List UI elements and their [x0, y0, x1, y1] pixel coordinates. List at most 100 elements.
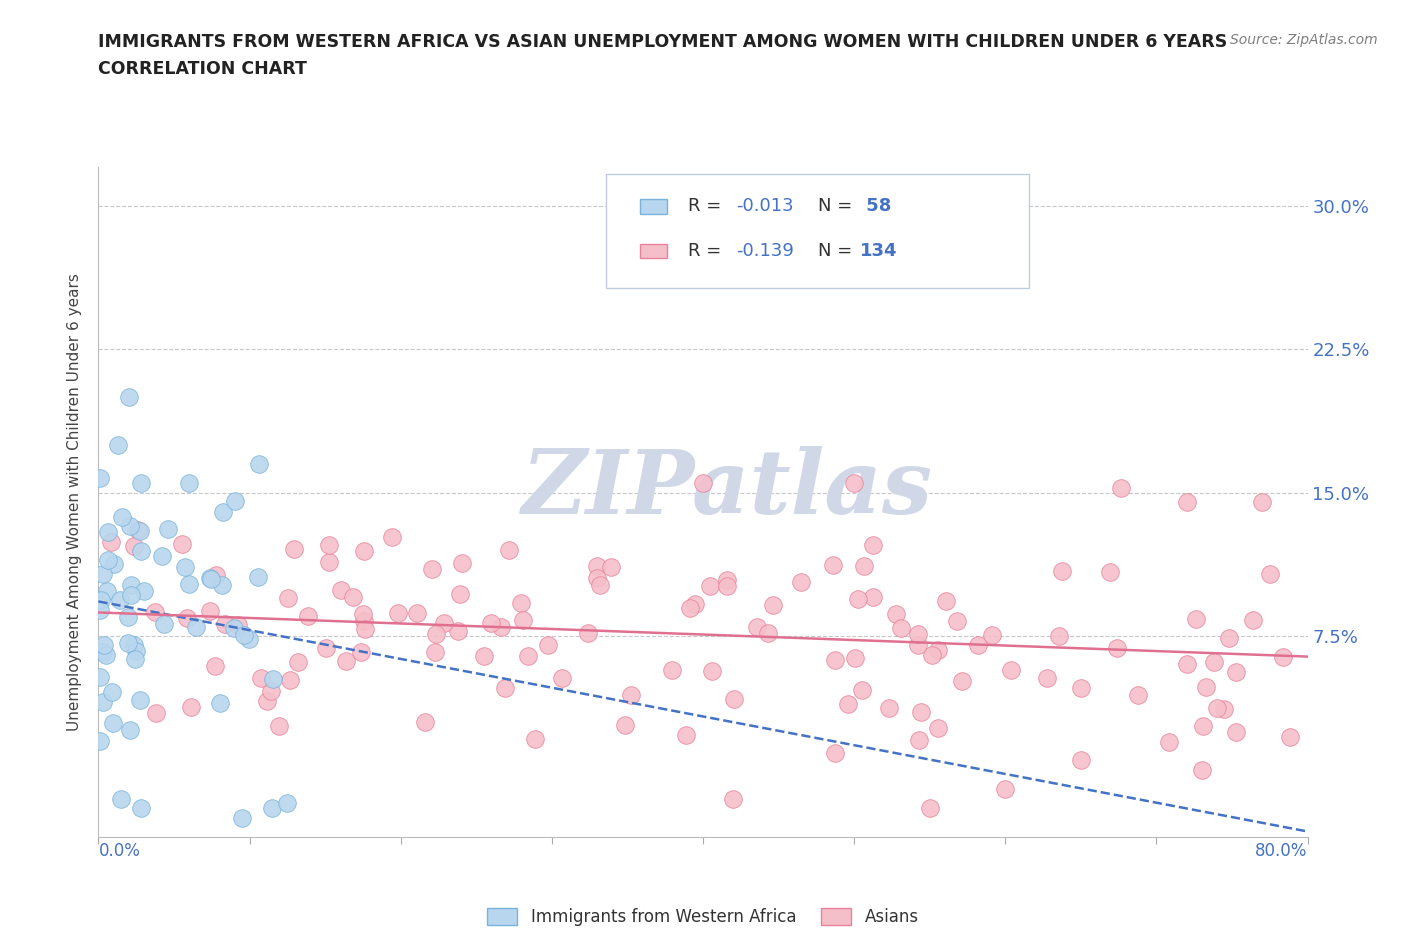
Point	[907, 627, 929, 642]
Point	[353, 614, 375, 629]
Y-axis label: Unemployment Among Women with Children Under 6 years: Unemployment Among Women with Children U…	[67, 273, 83, 731]
Point	[692, 475, 714, 490]
Point	[124, 651, 146, 666]
Point	[129, 801, 152, 816]
Point	[848, 591, 870, 606]
Point	[512, 612, 534, 627]
Point	[1109, 480, 1132, 495]
Point	[89, 670, 111, 684]
Point	[918, 801, 941, 816]
Point	[1260, 566, 1282, 581]
Point	[1202, 655, 1225, 670]
Point	[1272, 650, 1295, 665]
Point	[122, 538, 145, 553]
Point	[1212, 702, 1234, 717]
Point	[214, 616, 236, 631]
Point	[585, 571, 607, 586]
Point	[1206, 700, 1229, 715]
Point	[226, 618, 249, 632]
Point	[129, 475, 152, 490]
Point	[1175, 495, 1198, 510]
Point	[110, 791, 132, 806]
Point	[335, 654, 357, 669]
Point	[94, 648, 117, 663]
Point	[537, 637, 560, 652]
Point	[89, 603, 111, 618]
Point	[425, 627, 447, 642]
Point	[127, 523, 149, 538]
Point	[200, 572, 222, 587]
Point	[97, 553, 120, 568]
Point	[256, 694, 278, 709]
Text: CORRELATION CHART: CORRELATION CHART	[98, 60, 308, 78]
Point	[353, 606, 375, 621]
Point	[211, 504, 233, 519]
Point	[862, 590, 884, 604]
Point	[381, 529, 404, 544]
Point	[224, 494, 246, 509]
Point	[927, 643, 949, 658]
Point	[980, 627, 1002, 642]
Point	[176, 611, 198, 626]
Point	[297, 609, 319, 624]
Text: ZIPatlas: ZIPatlas	[522, 445, 932, 532]
Text: R =: R =	[689, 242, 727, 260]
Point	[177, 577, 200, 591]
Point	[350, 644, 373, 659]
Point	[762, 598, 785, 613]
Point	[1099, 565, 1122, 579]
Point	[200, 570, 222, 585]
Point	[576, 626, 599, 641]
Point	[613, 718, 636, 733]
Point	[1070, 681, 1092, 696]
Point	[551, 671, 574, 685]
Point	[90, 592, 112, 607]
Point	[97, 525, 120, 539]
Point	[1225, 665, 1247, 680]
Point	[1070, 753, 1092, 768]
Point	[91, 695, 114, 710]
Point	[449, 587, 471, 602]
Point	[821, 557, 844, 572]
Point	[153, 617, 176, 631]
Point	[699, 578, 721, 593]
Point	[479, 616, 502, 631]
Point	[420, 561, 443, 576]
Point	[277, 591, 299, 605]
Point	[128, 524, 150, 538]
Point	[451, 555, 474, 570]
Point	[353, 544, 375, 559]
Point	[661, 662, 683, 677]
Point	[107, 437, 129, 452]
Point	[204, 567, 226, 582]
Point	[524, 732, 547, 747]
Point	[586, 559, 609, 574]
Point	[283, 541, 305, 556]
Point	[1279, 730, 1302, 745]
Point	[89, 733, 111, 748]
Point	[198, 604, 221, 618]
Point	[927, 721, 949, 736]
Point	[837, 697, 859, 711]
Point	[100, 534, 122, 549]
Point	[1184, 612, 1206, 627]
Point	[756, 626, 779, 641]
Point	[96, 584, 118, 599]
Point	[1175, 657, 1198, 671]
Point	[1195, 680, 1218, 695]
Point	[935, 593, 957, 608]
Point	[318, 538, 340, 552]
Point	[946, 614, 969, 629]
Point	[890, 620, 912, 635]
Legend: Immigrants from Western Africa, Asians: Immigrants from Western Africa, Asians	[481, 901, 925, 930]
Point	[353, 622, 375, 637]
Point	[498, 542, 520, 557]
Point	[1000, 663, 1022, 678]
Point	[675, 727, 697, 742]
Point	[517, 649, 540, 664]
Point	[260, 684, 283, 698]
Point	[120, 588, 142, 603]
Point	[280, 672, 302, 687]
Point	[745, 620, 768, 635]
Point	[406, 605, 429, 620]
